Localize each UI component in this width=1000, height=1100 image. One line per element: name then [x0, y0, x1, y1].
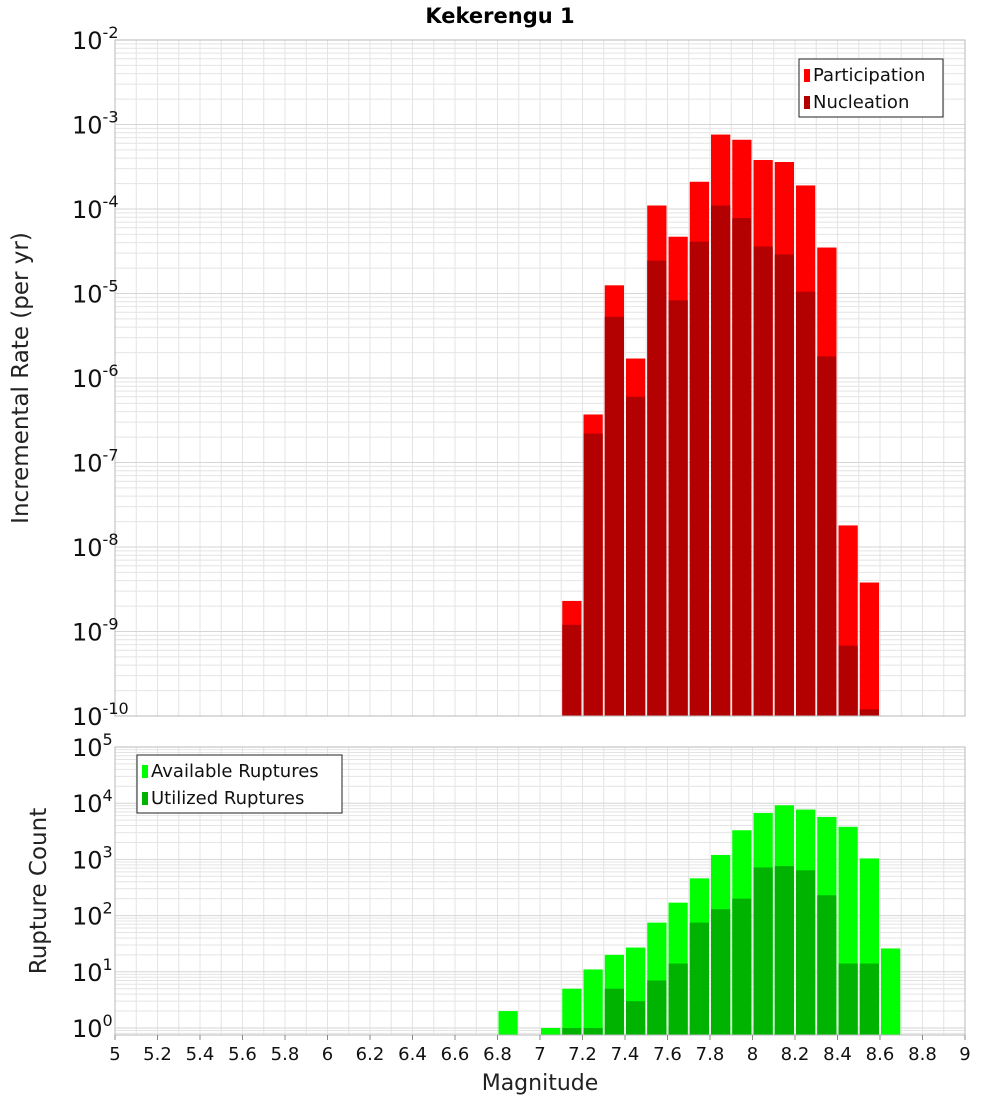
top-y-tick-label: 10-8 [72, 530, 119, 562]
rate-bar-nucleation [562, 624, 582, 716]
top-bars [562, 134, 879, 717]
rupture-count-panel: 100 101 102 103 104 105 Rupture Count Availab… [26, 730, 966, 1043]
top-y-tick-labels: 10-10 10-9 10-8 10-7 10-6 10-5 10-4 10-3 10-2 [72, 23, 129, 731]
top-legend: Participation Nucleation [798, 58, 944, 118]
top-legend-swatch [804, 96, 810, 109]
top-y-tick-label: 10-2 [72, 23, 119, 55]
rate-bar-nucleation [753, 246, 773, 716]
count-bar-available-ruptures [541, 1027, 561, 1035]
rate-bar-nucleation [647, 260, 667, 716]
incremental-rate-panel: 10-10 10-9 10-8 10-7 10-6 10-5 10-4 10-3 10-2 In… [8, 23, 966, 731]
bottom-legend-label: Available Ruptures [151, 761, 319, 782]
x-tick-labels: 5 5.2 5.4 5.6 5.8 6 6.2 6.4 6.6 6.8 7 7.2 7.4 7.6 7.8 8… [109, 1035, 971, 1065]
x-tick-label: 8.6 [866, 1044, 895, 1065]
x-axis-label: Magnitude [482, 1071, 599, 1096]
x-tick-label: 6.2 [356, 1044, 385, 1065]
count-bar-utilized-ruptures [626, 1001, 646, 1035]
top-y-tick-label: 10-6 [72, 361, 119, 393]
bottom-y-tick-label: 102 [72, 899, 113, 931]
x-tick-label: 6.6 [441, 1044, 470, 1065]
bottom-y-tick-label: 101 [72, 955, 113, 987]
rate-bar-nucleation [689, 241, 709, 716]
bottom-y-tick-label: 104 [72, 786, 113, 818]
x-tick-label: 5.2 [143, 1044, 172, 1065]
bottom-y-tick-label: 105 [72, 730, 113, 762]
x-tick-label: 7 [534, 1044, 545, 1065]
top-y-tick-label: 10-3 [72, 108, 119, 140]
bottom-legend-swatch [142, 765, 148, 778]
x-tick-label: 6.8 [483, 1044, 512, 1065]
x-tick-label: 9 [959, 1044, 970, 1065]
rate-bar-nucleation [668, 300, 688, 716]
count-bar-utilized-ruptures [562, 1027, 582, 1035]
top-y-tick-label: 10-5 [72, 277, 119, 309]
count-bar-utilized-ruptures [732, 898, 752, 1035]
count-bar-utilized-ruptures [774, 866, 794, 1035]
top-legend-label: Nucleation [813, 92, 909, 113]
bottom-y-axis-label: Rupture Count [26, 808, 52, 974]
bottom-y-tick-labels: 100 101 102 103 104 105 [72, 730, 113, 1043]
count-bar-available-ruptures [498, 1011, 518, 1035]
x-tick-label: 8 [747, 1044, 758, 1065]
count-bar-utilized-ruptures [689, 922, 709, 1035]
rate-bar-nucleation [796, 291, 816, 716]
top-legend-box [798, 58, 944, 118]
bottom-bars [498, 805, 901, 1035]
rate-bar-participation [859, 582, 879, 716]
bottom-legend-box [136, 754, 343, 814]
x-tick-label: 8.8 [908, 1044, 937, 1065]
count-bar-utilized-ruptures [711, 909, 731, 1035]
top-y-tick-label: 10-4 [72, 192, 119, 224]
rate-bar-nucleation [732, 218, 752, 716]
count-bar-available-ruptures [562, 988, 582, 1035]
x-tick-label: 7.8 [696, 1044, 725, 1065]
x-tick-label: 7.6 [653, 1044, 682, 1065]
top-plot-frame [114, 39, 966, 717]
top-y-tick-label: 10-10 [72, 699, 129, 731]
count-bar-available-ruptures [583, 969, 603, 1035]
count-bar-utilized-ruptures [838, 963, 858, 1035]
x-tick-label: 5.6 [228, 1044, 257, 1065]
rate-bar-nucleation [604, 316, 624, 716]
rate-bar-nucleation [711, 205, 731, 716]
count-bar-utilized-ruptures [859, 963, 879, 1035]
rate-bar-nucleation [859, 709, 879, 716]
count-bar-utilized-ruptures [817, 895, 837, 1035]
x-tick-label: 6.4 [398, 1044, 427, 1065]
top-grid [114, 39, 966, 717]
count-bar-available-ruptures [881, 948, 901, 1035]
x-tick-label: 5 [109, 1044, 120, 1065]
top-legend-label: Participation [813, 65, 925, 86]
count-bar-utilized-ruptures [796, 870, 816, 1035]
count-bar-utilized-ruptures [753, 867, 773, 1035]
top-y-tick-label: 10-7 [72, 446, 119, 478]
x-tick-label: 8.4 [823, 1044, 852, 1065]
rate-bar-nucleation [626, 396, 646, 716]
chart-title: Kekerengu 1 [425, 4, 574, 28]
x-tick-label: 5.4 [186, 1044, 215, 1065]
x-tick-label: 6 [322, 1044, 333, 1065]
count-bar-utilized-ruptures [668, 963, 688, 1035]
bottom-y-tick-label: 103 [72, 842, 113, 874]
bottom-y-tick-label: 100 [72, 1011, 113, 1043]
count-bar-utilized-ruptures [583, 1027, 603, 1035]
top-y-tick-label: 10-9 [72, 615, 119, 647]
x-tick-label: 5.8 [271, 1044, 300, 1065]
rate-bar-nucleation [774, 254, 794, 716]
x-tick-label: 7.2 [568, 1044, 597, 1065]
rate-bar-nucleation [838, 645, 858, 716]
count-bar-utilized-ruptures [604, 988, 624, 1035]
bottom-legend: Available Ruptures Utilized Ruptures [136, 754, 343, 814]
top-legend-swatch [804, 69, 810, 82]
bottom-legend-label: Utilized Ruptures [151, 788, 304, 809]
bottom-legend-swatch [142, 792, 148, 805]
top-y-axis-label: Incremental Rate (per yr) [8, 232, 34, 524]
x-tick-label: 7.4 [611, 1044, 640, 1065]
rate-bar-nucleation [583, 433, 603, 716]
x-tick-label: 8.2 [781, 1044, 810, 1065]
rate-bar-nucleation [817, 356, 837, 716]
count-bar-utilized-ruptures [647, 980, 667, 1035]
bottom-grid [114, 746, 966, 1035]
